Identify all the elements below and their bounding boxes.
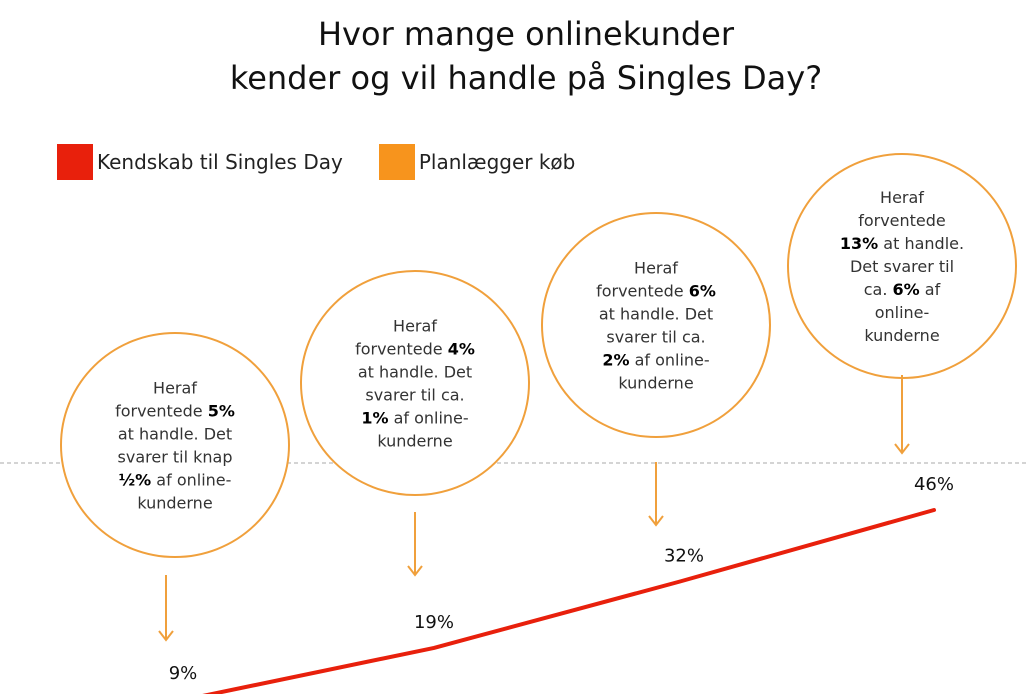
annotation-segment: at handle. Det <box>358 363 472 382</box>
legend-swatch-planlaegger <box>378 144 415 180</box>
annotation-line: Heraf <box>880 188 924 207</box>
chart-title: Hvor mange onlinekunder kender og vil ha… <box>0 12 1026 100</box>
chart-title-line-1: Hvor mange onlinekunder <box>317 15 734 53</box>
annotation-line: kunderne <box>377 432 452 451</box>
annotation-segment: svarer til ca. <box>365 386 464 405</box>
data-label-2: 19% <box>414 612 454 633</box>
legend-label-kendskab: Kendskab til Singles Day <box>97 150 343 174</box>
annotation-line: ½% af online- <box>119 471 232 490</box>
annotation-line: 1% af online- <box>361 409 468 428</box>
annotation-highlight: 6% <box>689 282 716 301</box>
annotation-bubble-2 <box>300 270 530 496</box>
annotation-text-4: Heraf forventede 13% at handle. Det svarer … <box>840 188 964 345</box>
legend-item-kendskab: Kendskab til Singles Day <box>57 144 343 180</box>
annotation-segment: Heraf <box>153 379 197 398</box>
annotation-line: kunderne <box>137 494 212 513</box>
data-label-1: 9% <box>169 663 198 684</box>
annotation-segment: af online- <box>629 351 709 370</box>
annotation-highlight: 5% <box>208 402 235 421</box>
annotation-segment: af <box>920 280 941 299</box>
annotation-segment: forventede <box>355 340 448 359</box>
annotation-segment: Det svarer til <box>850 257 954 276</box>
annotation-segment: Heraf <box>880 188 924 207</box>
annotation-highlight: 4% <box>448 340 475 359</box>
annotation-line: kunderne <box>618 374 693 393</box>
annotation-segment: kunderne <box>618 374 693 393</box>
annotation-line: at handle. Det <box>118 425 232 444</box>
annotation-highlight: ½% <box>119 471 152 490</box>
annotation-line: at handle. Det <box>358 363 472 382</box>
annotation-bubble-1 <box>60 332 290 558</box>
annotation-line: forventede <box>858 211 946 230</box>
chart-title-line-2: kender og vil handle på Singles Day? <box>229 59 823 97</box>
annotation-line: 2% af online- <box>602 351 709 370</box>
annotation-line: svarer til knap <box>118 448 233 467</box>
annotation-line: Heraf <box>393 317 437 336</box>
legend-swatch-kendskab <box>57 144 93 180</box>
annotation-segment: online- <box>875 303 930 322</box>
annotation-segment: at handle. Det <box>599 305 713 324</box>
annotation-segment: forventede <box>115 402 208 421</box>
annotation-line: 13% at handle. <box>840 234 964 253</box>
series-line-kendskab <box>202 508 936 694</box>
annotation-line: Det svarer til <box>850 257 954 276</box>
annotation-segment: Heraf <box>393 317 437 336</box>
annotation-line: ca. 6% af <box>864 280 941 299</box>
annotation-segment: forventede <box>858 211 946 230</box>
annotation-segment: af online- <box>388 409 468 428</box>
annotation-segment: forventede <box>596 282 689 301</box>
annotation-line: at handle. Det <box>599 305 713 324</box>
annotation-bubble-3 <box>541 212 771 438</box>
annotation-text-2: Heraf forventede 4% at handle. Det svarer t… <box>355 317 475 451</box>
annotation-segment: at handle. <box>878 234 964 253</box>
annotation-line: svarer til ca. <box>365 386 464 405</box>
data-label-3: 32% <box>664 546 704 567</box>
annotation-highlight: 6% <box>893 280 920 299</box>
annotation-segment: at handle. Det <box>118 425 232 444</box>
legend: Kendskab til Singles Day Planlægger køb <box>57 144 611 180</box>
annotation-text-1: Heraf forventede 5% at handle. Det svarer t… <box>115 379 235 513</box>
annotation-segment: ca. <box>864 280 893 299</box>
annotation-arrowhead-1 <box>158 630 174 642</box>
annotation-segment: kunderne <box>864 326 939 345</box>
annotation-line: online- <box>875 303 930 322</box>
legend-label-planlaegger: Planlægger køb <box>418 150 576 174</box>
legend-item-planlaegger: Planlægger køb <box>378 144 576 180</box>
annotation-segment: svarer til ca. <box>606 328 705 347</box>
annotation-text-3: Heraf forventede 6% at handle. Det svarer t… <box>596 259 716 393</box>
annotation-arrowhead-4 <box>894 443 910 455</box>
annotation-line: forventede 6% <box>596 282 716 301</box>
annotation-highlight: 13% <box>840 234 878 253</box>
data-label-4: 46% <box>914 474 954 495</box>
annotation-segment: af online- <box>151 471 231 490</box>
annotation-segment: svarer til knap <box>118 448 233 467</box>
annotation-segment: Heraf <box>634 259 678 278</box>
annotation-segment: kunderne <box>137 494 212 513</box>
annotation-arrowhead-3 <box>648 515 664 527</box>
annotation-line: svarer til ca. <box>606 328 705 347</box>
annotation-line: forventede 4% <box>355 340 475 359</box>
annotation-line: kunderne <box>864 326 939 345</box>
annotation-highlight: 2% <box>602 351 629 370</box>
annotation-line: Heraf <box>634 259 678 278</box>
annotation-arrowhead-2 <box>407 565 423 577</box>
annotation-highlight: 1% <box>361 409 388 428</box>
annotation-segment: kunderne <box>377 432 452 451</box>
annotation-line: Heraf <box>153 379 197 398</box>
annotation-line: forventede 5% <box>115 402 235 421</box>
